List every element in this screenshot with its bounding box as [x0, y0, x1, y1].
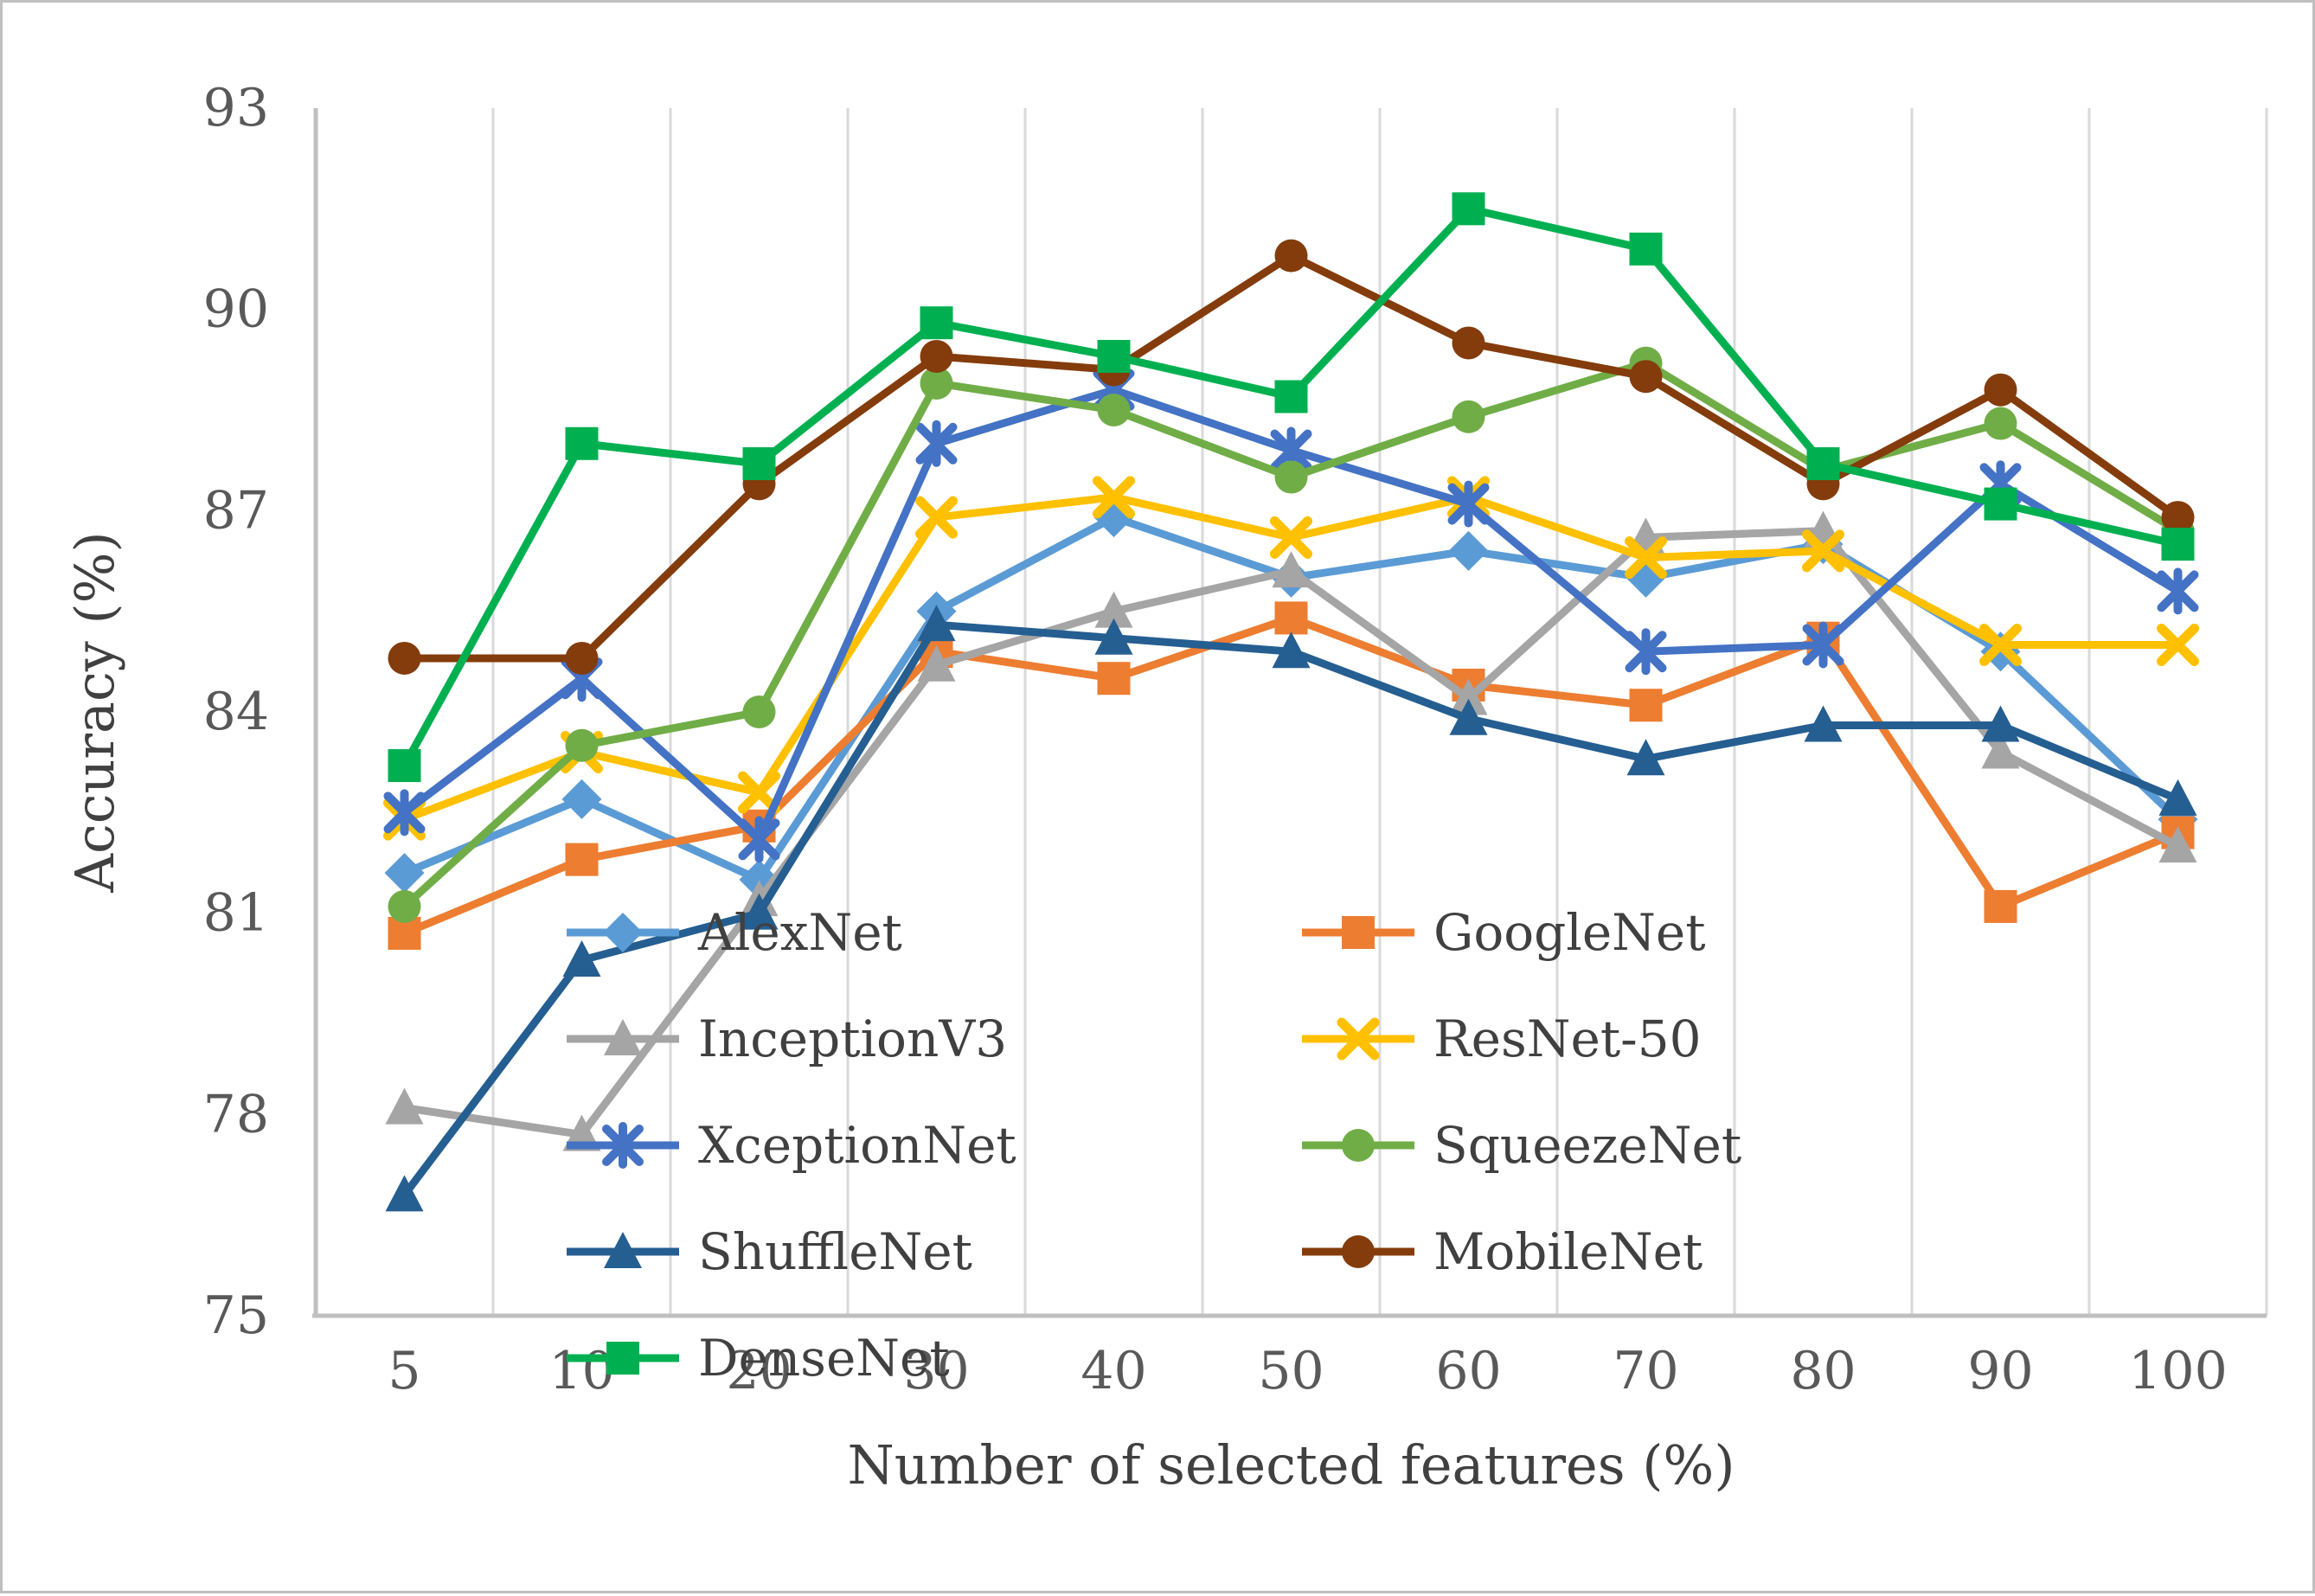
- legend-label: InceptionV3: [698, 1010, 1007, 1068]
- x-axis-title: Number of selected features (%): [847, 1433, 1735, 1497]
- legend-label: MobileNet: [1433, 1222, 1703, 1281]
- x-tick-label: 90: [1967, 1341, 2033, 1401]
- legend-item-resnet-50: ResNet-50: [1302, 1010, 1702, 1068]
- legend-label: XceptionNet: [698, 1116, 1016, 1175]
- x-tick-label: 50: [1258, 1341, 1324, 1401]
- y-tick-label: 90: [203, 279, 269, 340]
- y-tick-label: 75: [203, 1285, 269, 1346]
- y-tick-label: 84: [203, 682, 269, 742]
- x-tick-label: 30: [903, 1341, 969, 1401]
- y-tick-label: 93: [203, 78, 269, 138]
- series-shufflenet: [385, 605, 2197, 1212]
- y-tick-label: 87: [203, 480, 269, 541]
- x-tick-label: 40: [1081, 1341, 1146, 1401]
- legend-label: DenseNet: [698, 1329, 950, 1388]
- x-tick-label: 60: [1435, 1341, 1501, 1401]
- y-axis-title: Accuracy (%): [63, 531, 126, 894]
- x-tick-label: 80: [1790, 1341, 1856, 1401]
- series-densenet: [388, 192, 2195, 783]
- x-tick-label: 10: [548, 1341, 614, 1401]
- legend-item-squeezenet: SqueezeNet: [1302, 1116, 1741, 1175]
- y-tick-label: 78: [203, 1084, 269, 1144]
- legend-item-xceptionnet: XceptionNet: [567, 1116, 1016, 1175]
- legend-item-densenet: DenseNet: [567, 1329, 950, 1388]
- legend-label: AlexNet: [697, 903, 902, 962]
- x-tick-label: 5: [388, 1341, 420, 1401]
- x-tick-label: 70: [1613, 1341, 1678, 1401]
- x-tick-label: 20: [726, 1341, 792, 1401]
- legend-label: ShuffleNet: [698, 1222, 972, 1281]
- legend-label: SqueezeNet: [1433, 1116, 1741, 1175]
- legend-item-googlenet: GoogleNet: [1302, 903, 1706, 962]
- legend-item-inceptionv3: InceptionV3: [567, 1010, 1007, 1068]
- legend-item-alexnet: AlexNet: [567, 903, 902, 962]
- accuracy-line-chart: 75 78 81 84 87 90 93 5 10 20 30 40 50 60 70 80 90 100 Numb…: [63, 78, 2268, 1497]
- series-inceptionv3: [385, 510, 2197, 1151]
- x-tick-label: 100: [2128, 1341, 2228, 1401]
- legend-label: ResNet-50: [1433, 1010, 1702, 1068]
- legend-item-shufflenet: ShuffleNet: [567, 1222, 972, 1281]
- legend-item-mobilenet: MobileNet: [1302, 1222, 1703, 1281]
- legend-label: GoogleNet: [1433, 903, 1706, 962]
- y-tick-label: 81: [203, 883, 269, 944]
